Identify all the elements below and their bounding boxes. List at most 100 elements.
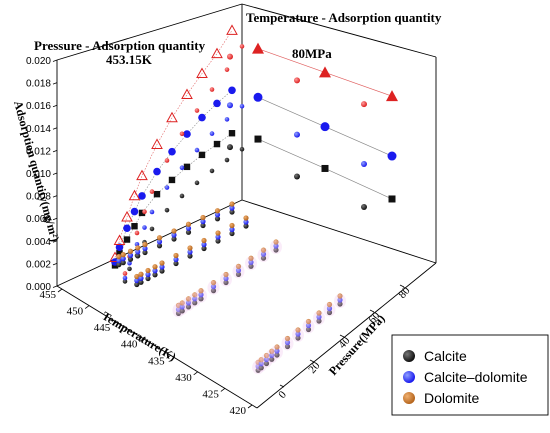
inner-point-calcite-dolomite (164, 185, 170, 190)
proj-point-calcite (183, 163, 191, 171)
floor-point-calcite-dolomite (138, 275, 144, 281)
inner-point-calcite-dolomite (179, 165, 185, 170)
temperature-tick-label: 440 (121, 339, 138, 351)
floor-point-dolomite (159, 260, 165, 266)
floor-point-dolomite (142, 241, 148, 248)
floor-point-calcite-dolomite (200, 218, 206, 225)
floor-point-calcite-dolomite (269, 352, 275, 358)
proj-point-dolomite (128, 189, 141, 201)
floor-point-calcite-dolomite (134, 277, 140, 284)
proj-point-calcite (168, 176, 176, 184)
inner-point-calcite (209, 168, 215, 174)
right-inner-point-calcite_dolomite (294, 131, 300, 138)
inner-point-calcite-dolomite (149, 209, 155, 215)
floor-point-dolomite (179, 300, 185, 306)
pressure-tick-mark (309, 359, 315, 363)
z-tick-mark (52, 240, 58, 243)
floor-point-halo (207, 280, 220, 295)
floor-point-halo (176, 300, 189, 315)
inner-point-dolomite (134, 230, 140, 236)
inner-point-calcite-dolomite (194, 147, 200, 153)
inner-point-calcite-dolomite (239, 103, 245, 109)
z-tick-mark (52, 217, 58, 221)
floor-point-dolomite (192, 292, 198, 298)
floor-point-calcite-dolomite (173, 256, 179, 263)
legend-marker-calcite-dolomite (403, 371, 415, 383)
floor-point-dolomite (200, 214, 206, 221)
right-point-calcite (321, 164, 329, 172)
proj-point-calcite-dolomite (130, 207, 139, 216)
floor-point-calcite-dolomite (145, 271, 151, 278)
floor-point-calcite-dolomite (248, 259, 254, 265)
right-inner-point-calcite (361, 203, 367, 210)
proj-point-calcite (153, 190, 161, 198)
floor-point-dolomite (171, 228, 177, 234)
inner-point-dolomite (209, 87, 215, 92)
floor-point-calcite (201, 245, 207, 252)
z-tick-label: 0.012 (26, 146, 51, 157)
floor-point-calcite-dolomite (135, 249, 141, 255)
floor-point-calcite (258, 365, 264, 371)
z-tick-label: 0.016 (26, 101, 51, 112)
right-point-calcite (254, 135, 262, 143)
temperature-tick-mark (112, 321, 117, 326)
floor-point-calcite (274, 352, 280, 358)
inner-point-dolomite (224, 67, 230, 72)
pressure-tick-label: 0 (276, 389, 289, 401)
z-tick-mark (52, 127, 58, 130)
proj-point-calcite (228, 130, 236, 137)
heading-right-condition: 80MPa (292, 46, 332, 61)
floor-point-dolomite (134, 273, 140, 280)
proj-point-dolomite (196, 67, 208, 79)
legend-box (391, 334, 549, 416)
z-tick-mark (52, 285, 58, 288)
inner-point-calcite (149, 226, 155, 232)
pressure-tick-mark (399, 284, 405, 288)
floor-point-calcite-dolomite (326, 305, 333, 312)
heading-right: Temperature - Adsorption quantity (246, 10, 442, 25)
temperature-tick-label: 435 (148, 355, 165, 367)
temperature-tick-label: 425 (202, 388, 219, 400)
floor-point-calcite (156, 243, 163, 249)
floor-point-calcite (145, 275, 151, 282)
proj-point-calcite-dolomite (168, 147, 176, 156)
right-inner-point-dolomite (294, 77, 300, 84)
proj-point-dolomite (211, 47, 223, 59)
floor-point-dolomite (337, 293, 343, 299)
right-point-calcite_dolomite (320, 122, 330, 132)
temperature-tick-mark (193, 371, 198, 376)
floor-point-dolomite (214, 208, 221, 214)
floor-point-calcite-dolomite (284, 339, 291, 346)
floor-point-dolomite (316, 310, 322, 316)
floor-point-calcite (263, 360, 270, 367)
inner-point-calcite (224, 157, 230, 163)
z-tick-label: 0.008 (26, 192, 51, 203)
floor-point-halo (255, 357, 268, 372)
inner-point-calcite-dolomite (142, 225, 147, 230)
floor-point-calcite (187, 253, 193, 259)
floor-point-calcite (210, 288, 217, 294)
floor-point-dolomite (295, 327, 301, 333)
right-point-dolomite (252, 42, 264, 54)
floor-point-dolomite (120, 252, 126, 258)
z-tick-label: 0.020 (26, 56, 51, 67)
floor-point-halo (182, 296, 195, 311)
floor-point-dolomite (260, 247, 267, 253)
inner-point-calcite-dolomite (224, 117, 230, 122)
floor-point-dolomite (210, 280, 217, 286)
floor-point-dolomite (243, 215, 249, 221)
floor-point-calcite (260, 255, 267, 261)
floor-point-halo (302, 319, 315, 334)
z-tick-mark (52, 172, 58, 175)
floor-point-calcite (223, 279, 229, 286)
floor-point-calcite-dolomite (229, 226, 235, 233)
floor-point-calcite (337, 301, 343, 307)
floor-point-calcite (185, 229, 192, 235)
floor-point-calcite (305, 326, 312, 333)
floor-point-dolomite (258, 357, 264, 363)
floor-point-halo (334, 294, 346, 308)
proj-point-calcite (138, 209, 146, 217)
inner-point-calcite (179, 193, 185, 199)
temperature-tick-mark (220, 388, 226, 392)
